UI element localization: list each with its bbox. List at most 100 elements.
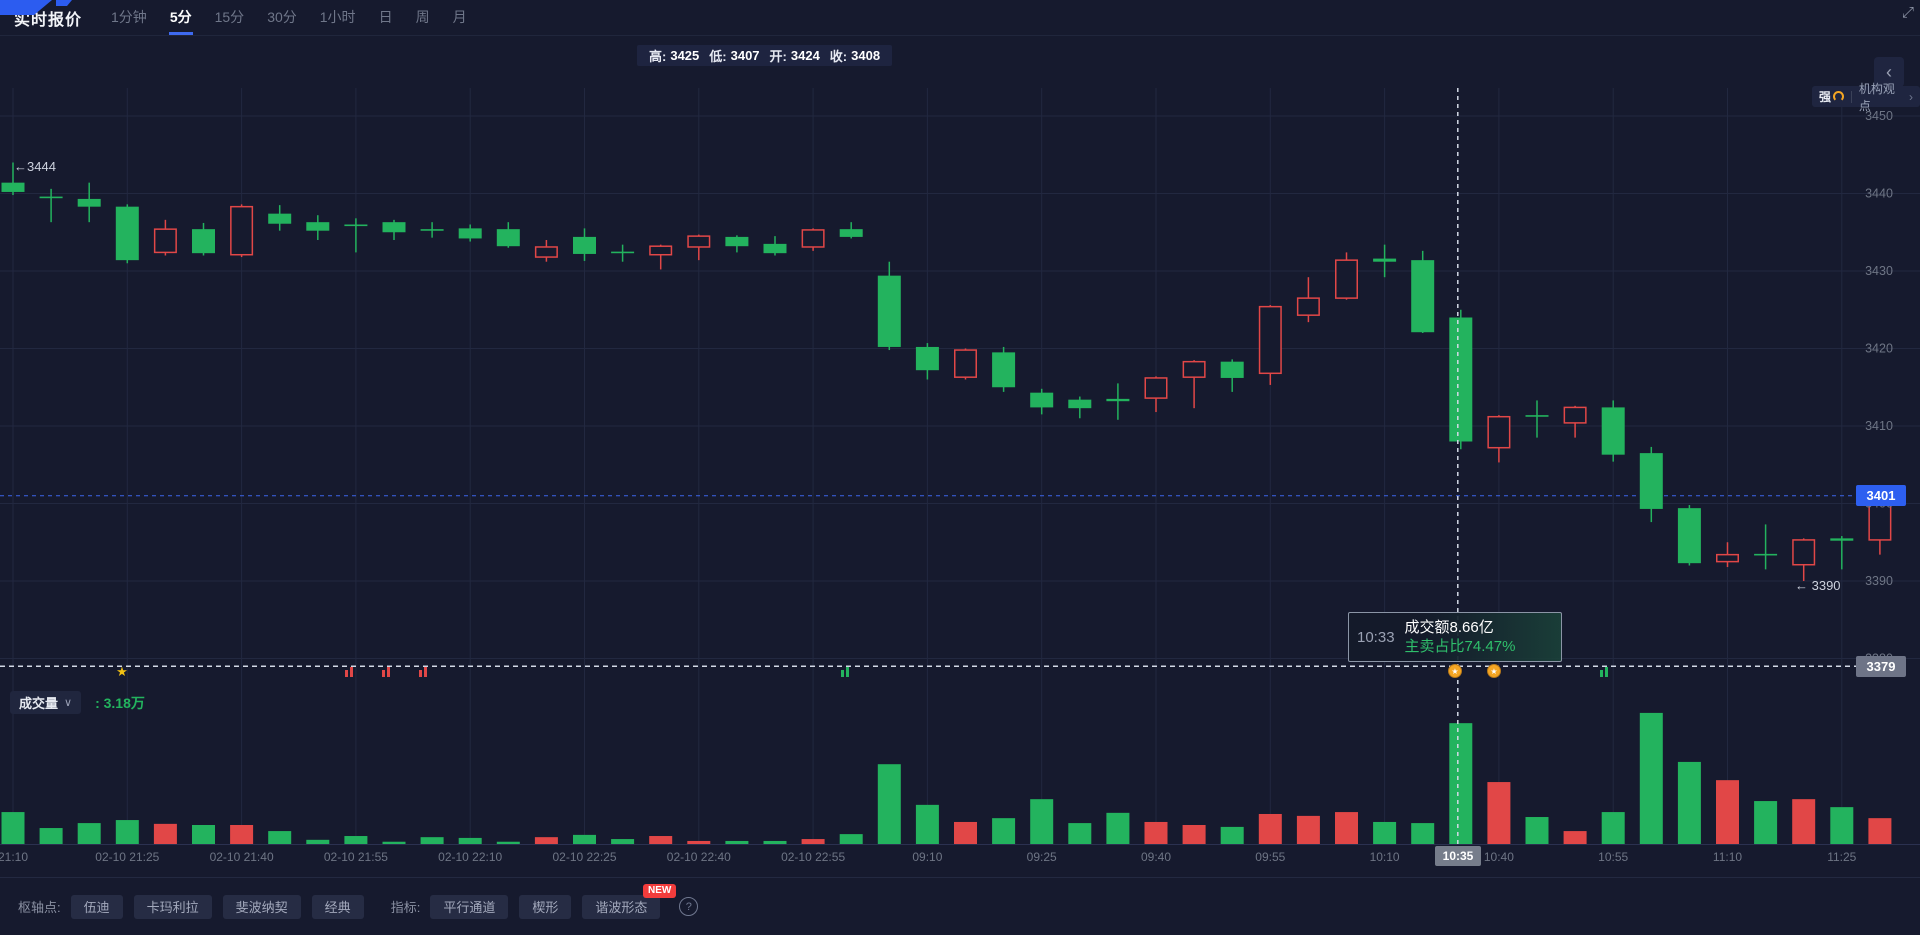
volume-bar <box>1182 825 1206 844</box>
candle-down <box>268 213 292 224</box>
event-markers[interactable]: ★ ★ ★ <box>116 664 1608 679</box>
candle-down <box>344 224 368 227</box>
signal-marker-icon <box>419 670 422 677</box>
chevron-down-icon: ∨ <box>64 697 73 709</box>
candle-up <box>1296 297 1320 316</box>
candle-down <box>992 352 1016 388</box>
institution-view-link[interactable]: 机构观点 <box>1858 81 1895 113</box>
pivot-button-0[interactable]: 伍迪 <box>70 894 123 919</box>
candle-down <box>1830 538 1854 541</box>
svg-text:3440: 3440 <box>1865 187 1893 201</box>
candle-up <box>230 205 254 256</box>
candle-up <box>1335 259 1358 299</box>
volume-bar <box>1792 799 1816 844</box>
volume-bar <box>801 839 825 844</box>
signal-marker-icon <box>841 670 844 677</box>
tab-timeframe-1[interactable]: 5分 <box>168 6 193 35</box>
svg-text:02-10 22:25: 02-10 22:25 <box>552 850 616 864</box>
volume-bar <box>1563 831 1587 844</box>
candle-down <box>1373 258 1397 262</box>
volume-header: 成交量 ∨ : 3.18万 <box>10 691 145 714</box>
volume-bar <box>39 828 63 844</box>
candle-down <box>725 236 749 247</box>
svg-text:02-10 21:40: 02-10 21:40 <box>210 850 274 864</box>
expand-icon[interactable]: ⤢ <box>1901 4 1914 21</box>
candle-down <box>1525 415 1549 417</box>
pivot-button-3[interactable]: 经典 <box>311 894 364 919</box>
svg-text:3410: 3410 <box>1865 419 1893 433</box>
volume-bar <box>115 820 139 844</box>
candle-down <box>877 275 901 347</box>
candle-up <box>1563 406 1587 424</box>
svg-text:3390: 3390 <box>1865 574 1893 588</box>
volume-bar <box>763 840 787 844</box>
top-navigation: 实时报价 1分钟 5分 15分 30分 1小时 日 周 月 <box>0 0 1920 36</box>
price-annotation-0: ←3444 <box>14 159 56 174</box>
page-title: 实时报价 <box>14 11 83 29</box>
volume-bar <box>649 836 673 844</box>
volume-bar <box>1449 723 1473 844</box>
candle-down <box>458 228 482 239</box>
pivot-buttons: 伍迪 卡玛利拉 斐波纳契 经典 <box>70 894 375 919</box>
bottom-toolbar: 枢轴点: 伍迪 卡玛利拉 斐波纳契 经典 指标: 平行通道 楔形 谐波形态 NEW ? <box>0 877 1920 935</box>
gauge-icon <box>1833 91 1844 102</box>
svg-text:02-10 21:25: 02-10 21:25 <box>95 850 159 864</box>
candle-down <box>611 251 635 254</box>
candle-up <box>1716 553 1739 563</box>
tab-timeframe-7[interactable]: 月 <box>452 9 467 25</box>
candle-down <box>763 243 787 254</box>
pivot-label: 枢轴点: <box>18 900 61 915</box>
svg-text:★: ★ <box>1451 667 1458 676</box>
help-icon[interactable]: ? <box>679 897 699 916</box>
volume-indicator-button[interactable]: 成交量 ∨ <box>10 691 82 714</box>
indicator-button-2[interactable]: 谐波形态 NEW <box>582 883 677 919</box>
candle-down <box>1411 260 1435 333</box>
candle-down <box>115 206 139 261</box>
ohlc-value-2: 3424 <box>790 48 820 63</box>
indicator-label: 指标: <box>390 900 421 915</box>
tab-timeframe-0[interactable]: 1分钟 <box>111 9 147 25</box>
candle-down <box>1106 398 1130 402</box>
indicator-button-1[interactable]: 楔形 <box>519 894 572 919</box>
pivot-button-2[interactable]: 斐波纳契 <box>222 894 301 919</box>
strength-row[interactable]: 强 机构观点 › <box>1812 82 1920 113</box>
candle-down <box>1754 553 1778 556</box>
volume-label: 成交量 <box>19 696 59 711</box>
pivot-button-1[interactable]: 卡玛利拉 <box>133 894 212 919</box>
candle-up <box>534 246 558 258</box>
tab-timeframe-4[interactable]: 1小时 <box>319 9 356 25</box>
volume-bar <box>725 840 749 844</box>
candle-down <box>306 222 330 231</box>
svg-text:11:10: 11:10 <box>1713 850 1742 864</box>
volume-bar <box>1411 823 1435 844</box>
svg-text:10:55: 10:55 <box>1598 850 1628 864</box>
candle-down <box>420 229 444 231</box>
volume-bar <box>1868 818 1892 844</box>
svg-text:★: ★ <box>1490 667 1497 676</box>
tab-timeframe-5[interactable]: 日 <box>378 9 393 25</box>
collapse-panel-button[interactable]: ‹ <box>1874 57 1904 87</box>
coin-marker-icon <box>1487 664 1501 678</box>
svg-text:10:10: 10:10 <box>1370 850 1400 864</box>
candle-up <box>1792 539 1816 566</box>
volume-bar <box>877 764 901 844</box>
volume-bar <box>192 825 215 844</box>
tab-timeframe-3[interactable]: 30分 <box>267 9 297 25</box>
volume-bar <box>1220 826 1244 844</box>
tab-timeframe-2[interactable]: 15分 <box>214 9 245 25</box>
indicator-buttons: 平行通道 楔形 谐波形态 NEW <box>430 883 677 919</box>
indicator-button-0[interactable]: 平行通道 <box>430 894 509 919</box>
tab-timeframe-6[interactable]: 周 <box>415 9 430 25</box>
chevron-left-icon: ‹ <box>1886 61 1892 82</box>
volume-bar <box>954 821 977 844</box>
ohlc-value-0: 3425 <box>670 48 700 63</box>
tooltip-turnover: 成交额8.66亿 <box>1404 619 1494 636</box>
new-badge: NEW <box>643 883 677 898</box>
volume-bar <box>1296 815 1320 844</box>
candle-down <box>1677 508 1701 564</box>
price-annotation-1: ← 3390 <box>1795 578 1841 593</box>
time-axis-labels: 21:10 02-10 21:25 02-10 21:40 02-10 21:55 02… <box>0 850 1857 864</box>
svg-text:3450: 3450 <box>1865 109 1893 123</box>
